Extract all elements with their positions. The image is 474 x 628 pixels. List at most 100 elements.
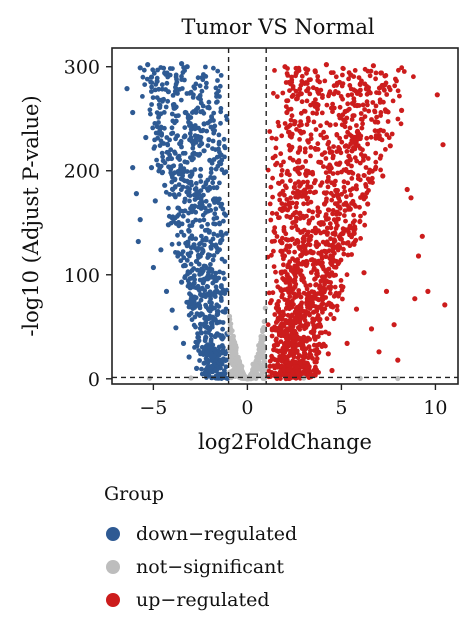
density-dot xyxy=(337,160,343,166)
point-down-regulated xyxy=(169,307,175,313)
density-dot xyxy=(273,337,279,343)
density-dot xyxy=(331,144,336,150)
point-down-regulated xyxy=(194,365,200,371)
point-down-regulated xyxy=(216,332,222,338)
density-dot xyxy=(287,88,292,93)
point-up-regulated xyxy=(305,363,311,369)
density-dot xyxy=(192,245,198,251)
density-dot xyxy=(277,197,283,203)
density-dot xyxy=(318,123,323,129)
density-dot xyxy=(188,115,194,120)
density-dot xyxy=(314,367,319,373)
density-dot xyxy=(197,83,203,89)
density-dot xyxy=(398,121,404,127)
density-dot xyxy=(350,220,356,226)
density-dot xyxy=(336,195,342,201)
density-dot xyxy=(288,350,294,356)
density-dot xyxy=(204,80,209,86)
point-up-regulated xyxy=(312,68,318,74)
density-dot xyxy=(293,274,298,280)
density-dot xyxy=(313,282,319,287)
density-dot xyxy=(337,146,342,152)
density-dot xyxy=(304,81,310,86)
density-dot xyxy=(341,246,346,252)
point-down-regulated xyxy=(135,238,141,245)
density-dot xyxy=(349,252,354,257)
density-dot xyxy=(141,67,147,73)
density-dot xyxy=(148,111,153,117)
density-dot xyxy=(374,114,379,120)
density-dot xyxy=(347,232,352,238)
density-dot xyxy=(214,215,220,221)
density-dot xyxy=(221,136,227,142)
density-dot xyxy=(179,86,185,91)
density-dot xyxy=(298,253,304,259)
density-dot xyxy=(365,141,370,147)
density-dot xyxy=(186,192,192,198)
density-dot xyxy=(212,123,218,129)
density-dot xyxy=(188,250,194,256)
point-down-regulated xyxy=(156,130,162,136)
plot-area xyxy=(111,47,459,385)
density-dot xyxy=(285,237,291,243)
density-dot xyxy=(320,220,326,226)
density-dot xyxy=(335,216,340,222)
point-up-regulated xyxy=(299,276,305,282)
density-dot xyxy=(176,182,182,188)
density-dot xyxy=(154,124,160,130)
density-dot xyxy=(347,187,353,193)
density-dot xyxy=(158,111,164,117)
density-dot xyxy=(325,267,331,272)
density-dot xyxy=(358,213,363,219)
density-dot xyxy=(203,356,209,361)
density-dot xyxy=(178,258,184,264)
density-dot xyxy=(339,122,345,128)
density-dot xyxy=(297,210,303,216)
density-dot xyxy=(168,167,174,172)
density-dot xyxy=(293,88,299,94)
density-dot xyxy=(295,227,300,233)
point-up-regulated xyxy=(348,72,354,78)
density-dot xyxy=(323,214,328,220)
point-up-regulated xyxy=(370,63,376,69)
density-dot xyxy=(315,273,320,279)
density-dot xyxy=(199,199,205,205)
density-dot xyxy=(395,88,401,94)
density-dot xyxy=(173,86,179,92)
density-dot xyxy=(375,128,381,134)
point-up-regulated xyxy=(336,244,343,250)
density-dot xyxy=(290,369,295,375)
density-dot xyxy=(298,230,304,236)
point-down-regulated xyxy=(201,121,207,127)
density-dot xyxy=(272,225,278,231)
point-up-regulated xyxy=(274,357,281,363)
density-dot xyxy=(369,117,374,122)
density-dot xyxy=(204,128,210,134)
density-dot xyxy=(172,170,178,176)
density-dot xyxy=(286,124,291,130)
density-dot xyxy=(310,316,315,322)
density-dot xyxy=(399,65,405,71)
density-dot xyxy=(341,213,347,218)
density-dot xyxy=(270,175,275,181)
density-dot xyxy=(221,218,226,224)
density-dot xyxy=(334,307,340,313)
density-dot xyxy=(360,121,365,127)
point-up-regulated xyxy=(303,66,309,72)
density-dot xyxy=(345,252,351,258)
density-dot xyxy=(217,240,223,246)
density-dot xyxy=(281,277,287,283)
density-dot xyxy=(355,173,361,179)
density-dot xyxy=(272,68,277,73)
density-dot xyxy=(302,318,308,323)
density-dot xyxy=(304,292,310,298)
density-dot xyxy=(181,263,186,269)
point-up-regulated xyxy=(391,322,397,328)
density-dot xyxy=(290,157,296,163)
density-dot xyxy=(197,151,203,157)
legend-swatch-up-regulated xyxy=(106,592,120,607)
density-dot xyxy=(295,169,301,175)
density-dot xyxy=(180,184,186,190)
density-dot xyxy=(280,188,286,194)
point-not-significant xyxy=(301,375,307,381)
